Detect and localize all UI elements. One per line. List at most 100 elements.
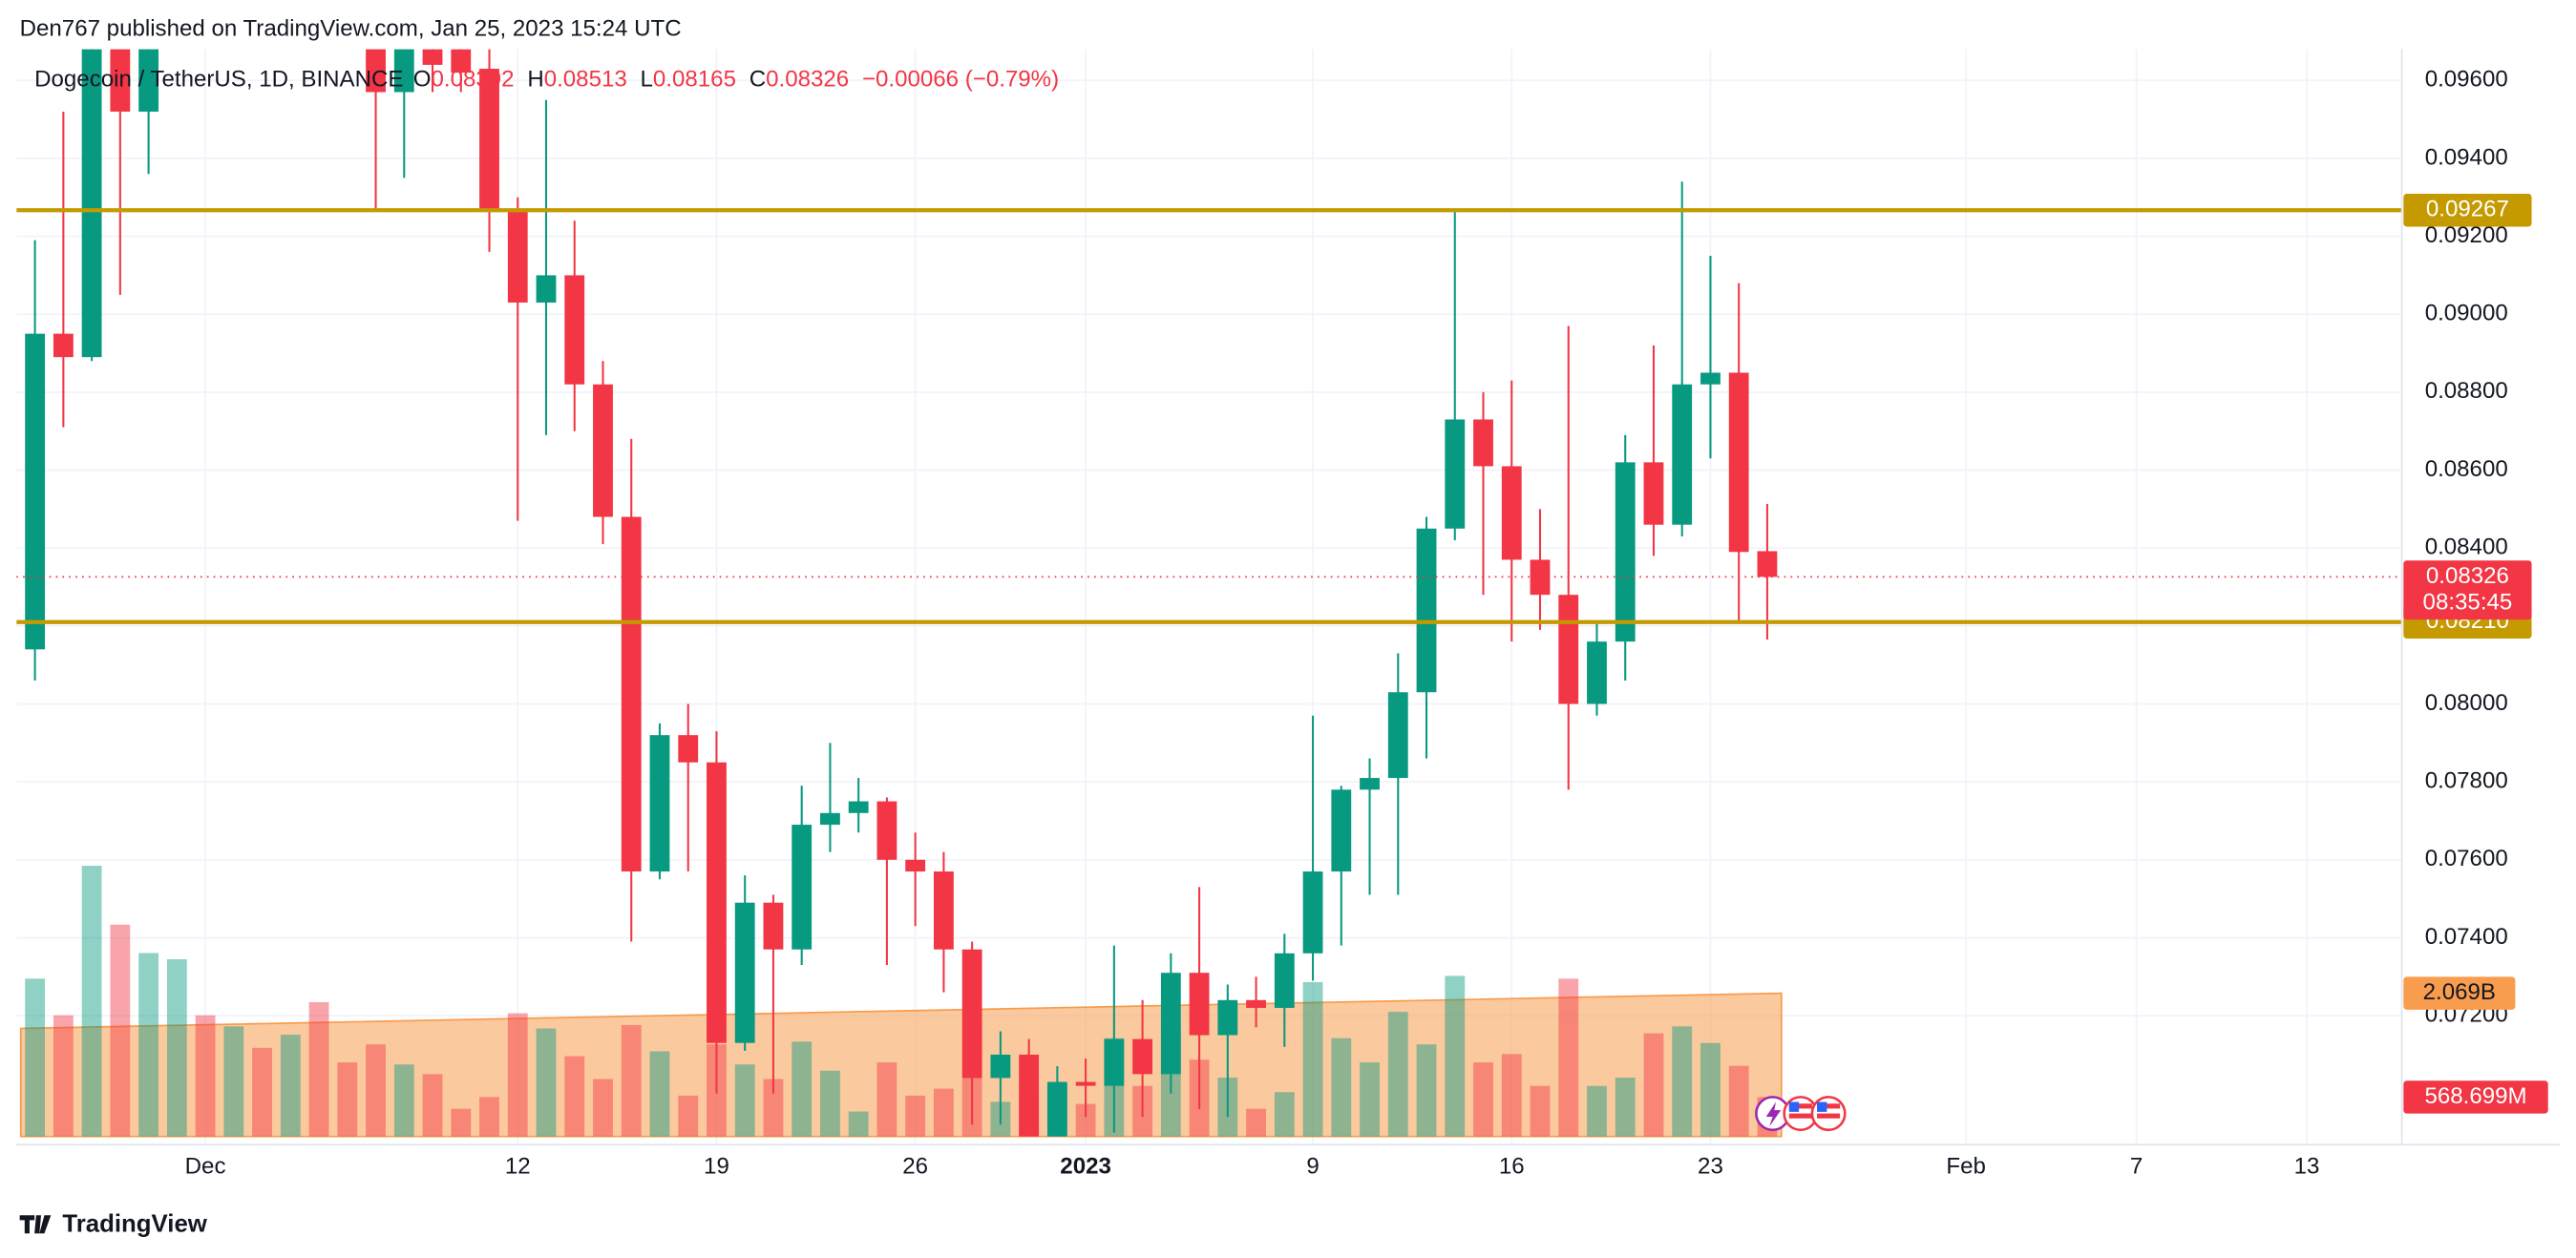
y-tick-label: 0.09400 xyxy=(2425,144,2508,170)
candle-body xyxy=(961,949,982,1079)
high-value: 0.08513 xyxy=(544,67,627,93)
candle-body xyxy=(1046,1081,1067,1137)
candle-body xyxy=(1643,462,1664,525)
candle-body xyxy=(1501,466,1522,560)
candle-body xyxy=(933,871,954,950)
volume-bar xyxy=(138,953,159,1137)
volume-bar xyxy=(1360,1062,1380,1137)
volume-bar xyxy=(166,958,187,1137)
publish-header: Den767 published on TradingView.com, Jan… xyxy=(20,15,682,41)
grid xyxy=(16,49,2402,1145)
y-tick-label: 0.07800 xyxy=(2425,768,2508,794)
candle-body xyxy=(1132,1038,1153,1075)
candle-body xyxy=(621,516,642,872)
volume-bar xyxy=(536,1028,557,1137)
candle-body xyxy=(678,735,699,763)
candle-body xyxy=(1246,999,1266,1008)
y-tick-label: 0.09600 xyxy=(2425,67,2508,93)
candle-body xyxy=(1189,973,1210,1036)
event-icons xyxy=(1755,1096,1847,1132)
candle-body xyxy=(848,801,869,813)
candle-body xyxy=(1274,953,1295,1008)
volume-bar xyxy=(1274,1092,1295,1137)
volume-bar xyxy=(1473,1062,1493,1137)
candle-body xyxy=(1587,641,1607,704)
candle-body xyxy=(905,859,926,872)
last-price-label: 0.08326 xyxy=(2426,563,2509,589)
candle-body xyxy=(1445,419,1466,529)
volume-bar xyxy=(763,1079,784,1137)
x-tick-label: 19 xyxy=(704,1154,729,1180)
candle-body xyxy=(110,49,131,112)
volume-badge xyxy=(2403,1080,2548,1114)
candle-body xyxy=(1104,1038,1125,1086)
event-icon-bolt xyxy=(1765,1101,1782,1127)
volume-bar xyxy=(1387,1012,1408,1137)
open-label: O xyxy=(413,67,432,93)
event-flag xyxy=(1788,1101,1800,1112)
volume-bar xyxy=(734,1064,755,1137)
volume-bar xyxy=(422,1074,443,1137)
y-tick-label: 0.09000 xyxy=(2425,301,2508,326)
footer-brand: TradingView xyxy=(62,1210,207,1237)
candle-body xyxy=(479,69,499,210)
volume-bar xyxy=(53,1015,74,1137)
close-label: C xyxy=(750,67,766,93)
price-badges: 0.092670.082100.0832608:35:452.069B568.6… xyxy=(2403,194,2548,1114)
event-flag xyxy=(1817,1101,1827,1112)
y-tick-label: 0.07400 xyxy=(2425,924,2508,950)
candle-body xyxy=(1302,871,1323,954)
volume-bar xyxy=(451,1108,472,1137)
volume-bar xyxy=(649,1051,670,1137)
candle-body xyxy=(1416,528,1437,693)
candle-body xyxy=(990,1054,1011,1079)
candle-body xyxy=(1360,778,1380,790)
candle-body xyxy=(1728,372,1749,553)
candle-body xyxy=(1075,1081,1096,1086)
change: −0.00066 (−0.79%) xyxy=(862,67,1059,93)
candle-body xyxy=(1217,999,1238,1036)
candle-body xyxy=(1558,595,1579,704)
volume-bar xyxy=(593,1079,613,1137)
candle-body xyxy=(1160,973,1181,1075)
volume-bar xyxy=(479,1097,499,1137)
volume-bar xyxy=(25,978,46,1137)
candle-body xyxy=(876,801,897,860)
volume-bar xyxy=(337,1062,358,1137)
candle-body xyxy=(792,825,813,950)
event-flag xyxy=(1817,1103,1841,1109)
volume-bar xyxy=(366,1044,386,1137)
symbol: Dogecoin / TetherUS, 1D, BINANCE xyxy=(34,67,403,93)
volume-bar xyxy=(1587,1085,1607,1137)
x-tick-label: 7 xyxy=(2130,1154,2143,1180)
candle-body xyxy=(393,49,414,93)
candle-body xyxy=(763,902,784,950)
volume-bar xyxy=(393,1064,414,1137)
volume-bar xyxy=(792,1041,813,1137)
level-badge xyxy=(2403,194,2532,227)
candle-body xyxy=(1700,372,1721,385)
candle-body xyxy=(1757,551,1778,577)
y-tick-label: 0.07600 xyxy=(2425,846,2508,871)
volume-ma-badge xyxy=(2403,976,2516,1010)
volume-bar xyxy=(1530,1085,1551,1137)
x-tick-label: 12 xyxy=(505,1154,531,1180)
event-flag xyxy=(1788,1113,1812,1119)
volume-bar xyxy=(81,866,102,1137)
volume-bar xyxy=(1331,1038,1352,1137)
candle-body xyxy=(564,275,585,385)
volume-bar xyxy=(308,1001,329,1137)
volume-bar xyxy=(223,1026,244,1137)
volume-ma-label: 2.069B xyxy=(2423,979,2496,1005)
y-tick-label: 0.08600 xyxy=(2425,456,2508,482)
x-tick-label: Feb xyxy=(1946,1154,1986,1180)
candle-body xyxy=(707,762,727,1043)
volume-bar xyxy=(507,1013,528,1137)
open-value: 0.08392 xyxy=(432,67,515,93)
legend: Dogecoin / TetherUS, 1D, BINANCE O0.08392… xyxy=(34,67,1059,93)
volume-bar xyxy=(905,1095,926,1137)
candle-body xyxy=(1615,462,1636,642)
candle-body xyxy=(53,333,74,358)
close-value: 0.08326 xyxy=(766,67,849,93)
x-tick-label: 2023 xyxy=(1060,1154,1111,1180)
